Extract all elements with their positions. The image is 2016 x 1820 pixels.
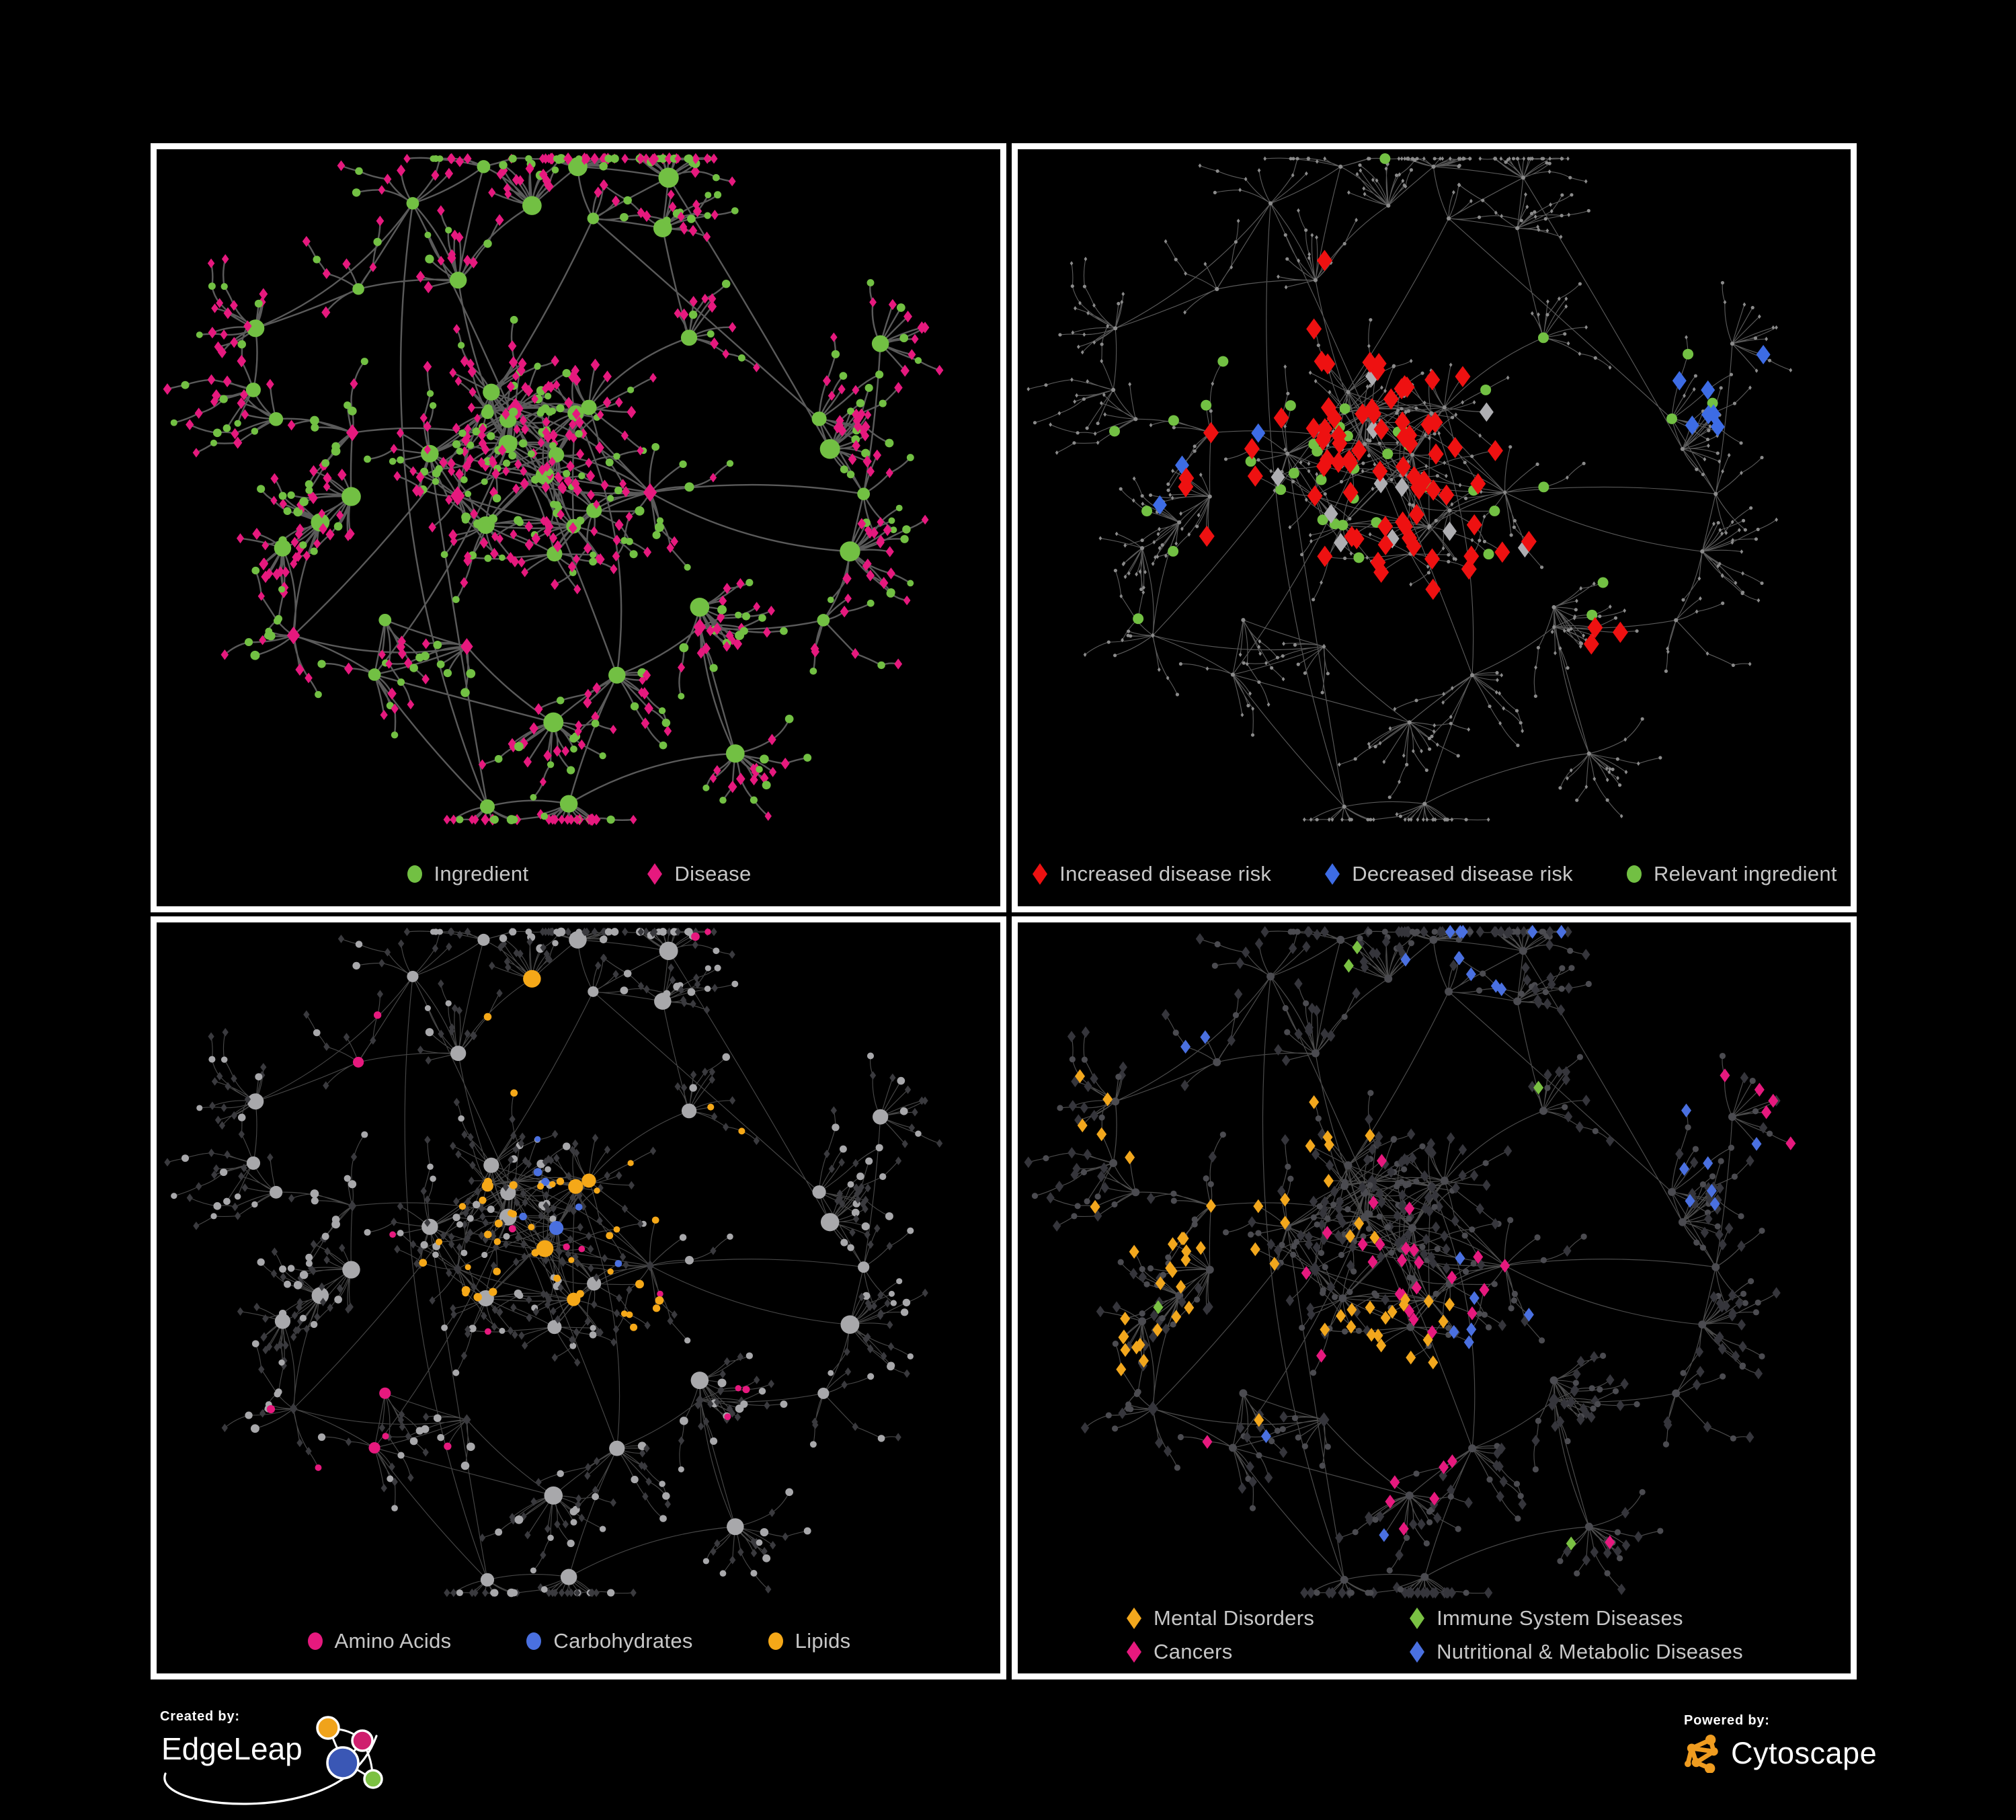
legend-item-immune-system-diseases: Immune System Diseases <box>1408 1606 1743 1630</box>
powered-by-label: Powered by: <box>1684 1713 1770 1728</box>
legend-item-increased-disease-risk: Increased disease risk <box>1031 862 1271 886</box>
immune-system-diseases-marker-icon <box>1410 1608 1425 1629</box>
immune-system-diseases-label: Immune System Diseases <box>1437 1606 1683 1630</box>
disease-classes-network <box>1024 925 1796 1599</box>
highlight-node-layer <box>266 928 750 1471</box>
legend-item-amino-acids: Amino Acids <box>307 1629 452 1653</box>
increased-disease-risk-label: Increased disease risk <box>1059 862 1272 885</box>
amino-acids-marker-icon <box>307 1632 323 1650</box>
legend-disease-classes: Mental Disorders Cancers Immune System Dis… <box>1018 1606 1851 1664</box>
ingredient-label: Ingredient <box>434 862 529 885</box>
panel-disease-classes: Mental Disorders Cancers Immune System Dis… <box>1012 916 1857 1679</box>
increased-disease-risk-marker-icon <box>1033 863 1048 885</box>
mental-disorders-label: Mental Disorders <box>1154 1606 1315 1630</box>
ingredient-marker-icon <box>407 865 422 883</box>
created-by-label: Created by: <box>160 1709 240 1724</box>
amino-acids-label: Amino Acids <box>334 1629 452 1653</box>
relevant-ingredient-label: Relevant ingredient <box>1654 862 1837 885</box>
nutritional-metabolic-diseases-marker-icon <box>1410 1641 1425 1663</box>
relevant-ingredient-marker-icon <box>1627 865 1642 883</box>
lipids-marker-icon <box>768 1632 783 1650</box>
highlight-node-layer <box>1075 925 1796 1550</box>
disease-label: Disease <box>674 862 752 885</box>
nutritional-metabolic-diseases-label: Nutritional & Metabolic Diseases <box>1437 1640 1743 1663</box>
cancers-marker-icon <box>1127 1641 1142 1663</box>
ingredient-disease-network <box>163 152 944 826</box>
legend-item-mental-disorders: Mental Disorders <box>1125 1606 1314 1630</box>
legend-item-decreased-disease-risk: Decreased disease risk <box>1324 862 1573 886</box>
legend-item-cancers: Cancers <box>1125 1640 1314 1664</box>
legend-item-lipids: Lipids <box>767 1629 851 1653</box>
panel-disease-risk: Increased disease risk Decreased disease … <box>1012 143 1857 912</box>
decreased-disease-risk-marker-icon <box>1325 863 1340 885</box>
decreased-disease-risk-label: Decreased disease risk <box>1352 862 1573 885</box>
cancers-label: Cancers <box>1154 1640 1233 1663</box>
legend-item-ingredient: Ingredient <box>406 862 529 886</box>
panel-nutrient-classes: Amino Acids Carbohydrates Lipids <box>151 916 1006 1679</box>
carbohydrates-marker-icon <box>526 1632 542 1650</box>
disease-risk-network <box>1026 153 1793 822</box>
edgeleap-credit: Created by: EdgeLeap <box>160 1709 415 1820</box>
disease-marker-icon <box>647 863 663 885</box>
node-layer <box>163 152 944 826</box>
legend-disease-risk: Increased disease risk Decreased disease … <box>1018 862 1851 886</box>
legend-item-carbohydrates: Carbohydrates <box>525 1629 692 1653</box>
highlight-node-layer <box>1108 153 1771 655</box>
cytoscape-credit: Powered by: Cytoscape <box>1684 1713 1939 1801</box>
legend-item-relevant-ingredient: Relevant ingredient <box>1625 862 1837 886</box>
mental-disorders-marker-icon <box>1127 1608 1142 1629</box>
carbohydrates-label: Carbohydrates <box>553 1629 693 1653</box>
cytoscape-logo-icon <box>1684 1735 1718 1773</box>
legend-item-disease: Disease <box>646 862 751 886</box>
edge-layer <box>167 931 940 1594</box>
edgeleap-logo-icon <box>163 1716 383 1805</box>
legend-ingredient-disease: Ingredient Disease <box>157 862 1000 886</box>
legend-nutrient-classes: Amino Acids Carbohydrates Lipids <box>157 1629 1000 1653</box>
panel-ingredient-disease: Ingredient Disease <box>151 143 1006 912</box>
node-layer <box>164 927 943 1597</box>
cytoscape-wordmark: Cytoscape <box>1731 1736 1878 1770</box>
lipids-label: Lipids <box>795 1629 851 1653</box>
legend-item-nutritional-metabolic-diseases: Nutritional & Metabolic Diseases <box>1408 1640 1743 1664</box>
edgeleap-wordmark: EdgeLeap <box>161 1731 303 1766</box>
nutrient-classes-network <box>164 927 943 1597</box>
